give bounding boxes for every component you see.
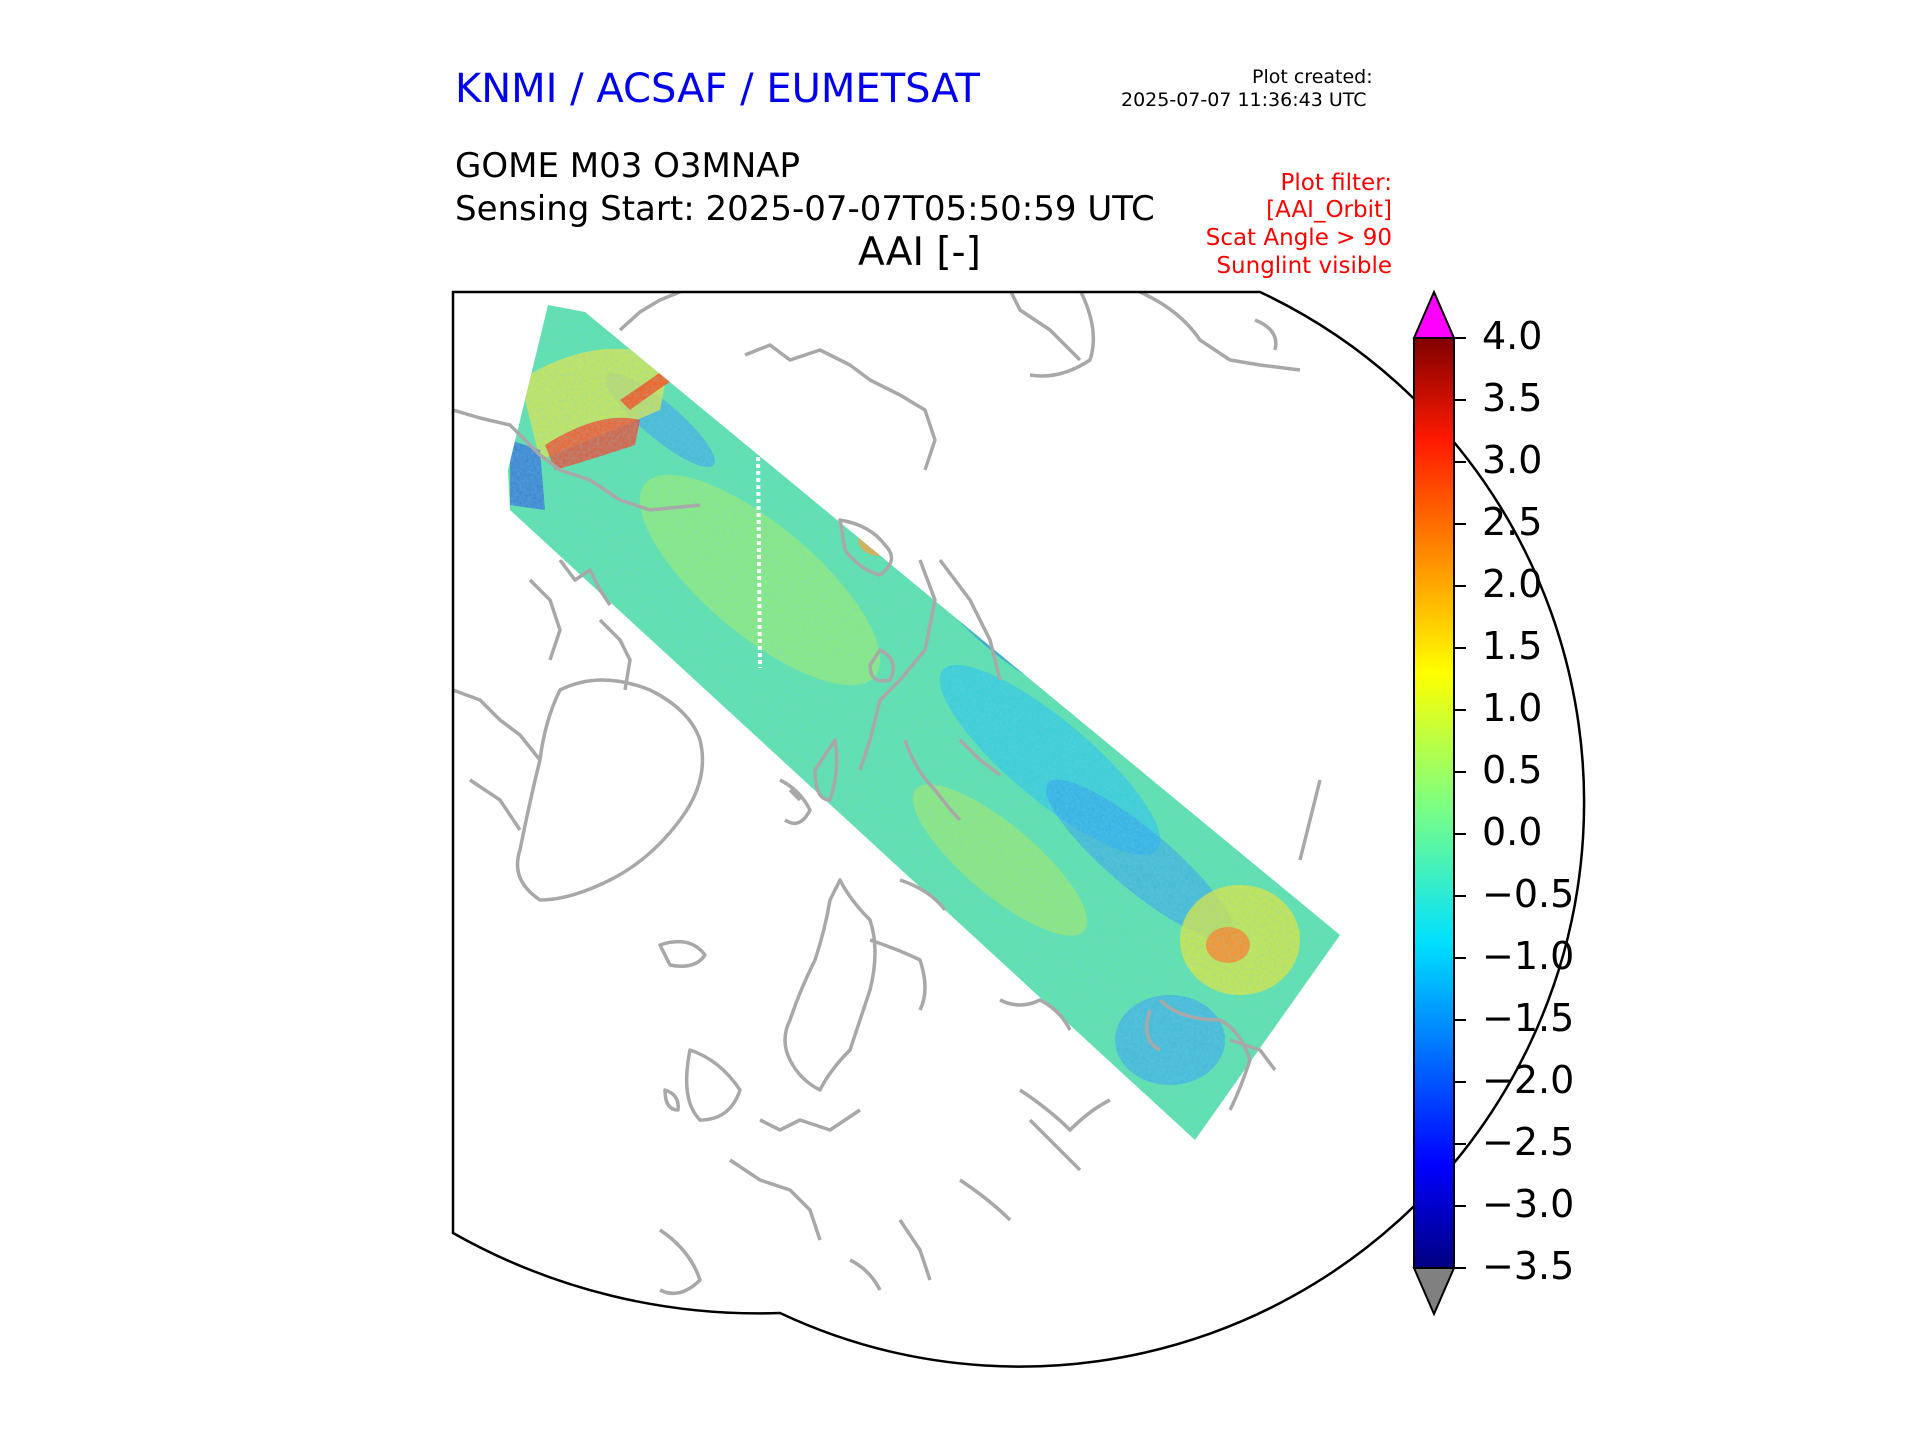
colorbar-tick-label: 2.0 xyxy=(1482,562,1543,606)
coastline-north-island xyxy=(618,292,681,332)
colorbar-under-arrow xyxy=(1412,1267,1456,1317)
colorbar-tick-label: 3.0 xyxy=(1482,438,1543,482)
colorbar-gradient xyxy=(1413,337,1455,1269)
organization-title: KNMI / ACSAF / EUMETSAT xyxy=(455,66,980,112)
coastline-gulf xyxy=(838,518,894,577)
coastlines xyxy=(453,292,1322,1296)
plot-created-label: Plot created: xyxy=(1252,66,1373,88)
coastline-canada-arctic xyxy=(558,558,612,606)
coastline-alaska xyxy=(744,343,937,471)
coastline-greenland xyxy=(515,678,705,902)
colorbar-over-arrow xyxy=(1412,289,1456,339)
coastline-kamchatka xyxy=(903,739,962,822)
coastline-interior xyxy=(938,558,1002,681)
colorbar-tick-label: −2.5 xyxy=(1482,1120,1575,1164)
colorbar-tick-label: −3.0 xyxy=(1482,1182,1575,1226)
coastline-black-sea xyxy=(959,1178,1012,1222)
colorbar-tick-label: 3.5 xyxy=(1482,376,1543,420)
coastline-ellesmere xyxy=(598,618,632,691)
coastline-sakhalin xyxy=(813,738,839,802)
plot-created-value: 2025-07-07 11:36:43 UTC xyxy=(1121,89,1367,111)
coastline-arctic-east xyxy=(1008,292,1082,362)
colorbar-tick-label: −1.0 xyxy=(1482,934,1575,978)
sensing-start: Sensing Start: 2025-07-07T05:50:59 UTC xyxy=(455,189,1155,229)
colorbar-tick-label: 2.5 xyxy=(1482,500,1543,544)
coastline-iceland xyxy=(658,939,707,968)
coastline-china-coast xyxy=(1158,998,1252,1111)
coastline-japan xyxy=(1229,1038,1277,1072)
coastline-svalbard xyxy=(1254,318,1278,351)
colorbar-tick-label: 4.0 xyxy=(1482,314,1543,358)
colorbar-tick-label: 0.5 xyxy=(1482,748,1543,792)
coastline-arctic-northeast xyxy=(1139,292,1301,372)
coastline-baltic xyxy=(759,1108,861,1132)
plot-filter-aai-orbit: [AAI_Orbit] xyxy=(1266,197,1392,223)
coastline-pacific xyxy=(858,559,937,771)
coastline-east-asia xyxy=(1298,779,1322,861)
colorbar-tick-label: 1.0 xyxy=(1482,686,1543,730)
coastline-kola xyxy=(899,878,947,912)
coastline-labrador xyxy=(469,778,522,831)
colorbar-tick-label: −3.5 xyxy=(1482,1244,1575,1288)
plot-filter-heading: Plot filter: xyxy=(1280,170,1392,196)
colorbar-tick-label: 0.0 xyxy=(1482,810,1543,854)
coastline-hudson xyxy=(453,688,542,762)
colorbar-tick-label: 1.5 xyxy=(1482,624,1543,668)
coastline-balkans xyxy=(898,1219,932,1281)
colorbar xyxy=(1412,289,1466,1317)
coastline-italy xyxy=(849,1258,882,1291)
product-title: GOME M03 O3MNAP xyxy=(455,146,801,186)
coastline-greenland-north xyxy=(1029,292,1096,378)
coastline-british-isles xyxy=(684,1048,742,1122)
coastline-island-west xyxy=(868,648,896,683)
swath-gap-line xyxy=(756,449,762,669)
coastline-small-island xyxy=(788,788,802,802)
coastline-iberia xyxy=(659,1228,702,1296)
variable-title: AAI [-] xyxy=(858,230,981,275)
coastline-caspian xyxy=(1019,1088,1111,1132)
coastline-aral xyxy=(1028,1118,1082,1172)
coastline-kuril xyxy=(958,738,1002,777)
coastline-ireland xyxy=(663,1088,680,1112)
coastline-europe-west xyxy=(729,1158,822,1241)
coastline-baffin xyxy=(528,578,562,661)
coastline-finland xyxy=(869,938,927,1011)
plot-filter-sunglint: Sunglint visible xyxy=(1216,253,1392,279)
coastline-ural xyxy=(999,998,1072,1031)
coastline-siberia xyxy=(453,408,701,512)
colorbar-tick-label: −1.5 xyxy=(1482,996,1575,1040)
coastline-island-arctic xyxy=(779,778,812,826)
colorbar-tick-label: −2.0 xyxy=(1482,1058,1575,1102)
coastline-korea xyxy=(1144,1009,1161,1052)
plot-filter-scat-angle: Scat Angle > 90 xyxy=(1205,225,1392,251)
colorbar-tick-label: −0.5 xyxy=(1482,872,1575,916)
